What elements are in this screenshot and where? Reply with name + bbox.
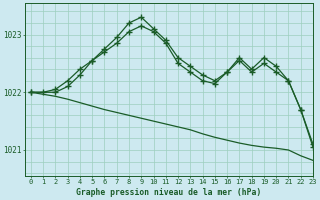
X-axis label: Graphe pression niveau de la mer (hPa): Graphe pression niveau de la mer (hPa) bbox=[76, 188, 261, 197]
